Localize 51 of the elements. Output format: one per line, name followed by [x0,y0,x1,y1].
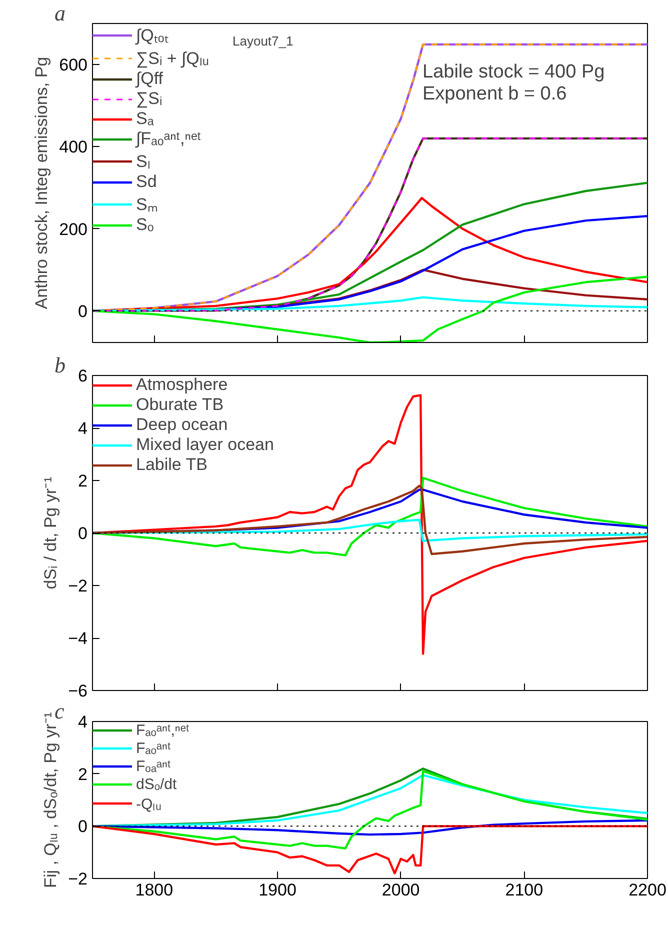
legend-label: Fₒₐᵃⁿᵗ [136,757,171,775]
legend-label: ∫Fₐₒᵃⁿᵗ,ⁿᵉᵗ [136,129,202,149]
line-series [92,296,648,312]
line-series [92,819,648,836]
legend-label: dSₒ/dt [136,775,177,793]
line-series [92,825,648,874]
y-tick-label: 0 [78,302,88,321]
annotation: Layout7_1 [232,34,294,48]
annotation: Labile stock = 400 Pg [422,62,605,82]
y-tick-label: 6 [78,366,88,386]
legend-label: Labile TB [136,455,208,475]
y-axis-title: dSᵢ / dt, Pg yr⁻¹ [41,476,60,590]
annotation: Exponent b = 0.6 [422,84,567,104]
legend-label: Sₗ [136,151,152,172]
x-tick-label: 1900 [258,880,296,900]
x-tick-label: 2100 [505,880,544,900]
line-series [92,394,648,655]
y-tick-label: 2 [78,764,88,784]
legend-label: Sₘ [136,194,158,215]
legend-label: ∫Qₜₒₜ [136,25,168,46]
legend-label: Mixed layer ocean [136,435,274,455]
legend-label: Deep ocean [136,415,228,435]
legend-label: ∫Qff [136,69,164,89]
y-tick-label: 400 [59,138,88,157]
legend-label: ∑Sᵢ + ∫Qₗᵤ [136,48,209,69]
legend-label: Oburate TB [136,395,224,415]
y-tick-label: 0 [78,524,88,543]
legend-label: -Qₗᵤ [136,795,162,813]
y-axis-title: Anthro stock, Integ emissions, Pg [32,56,52,310]
x-tick-label: 2000 [382,880,420,900]
y-tick-label: −6 [68,682,88,700]
legend-label: Fₐₒᵃⁿᵗ [136,739,171,757]
legend-label: Fₐₒᵃⁿᵗ,ⁿᵉᵗ [136,721,190,739]
y-tick-label: 200 [59,220,88,239]
legend-label: Sₐ [136,109,155,129]
y-tick-label: −2 [68,870,88,888]
y-tick-label: −2 [68,576,88,596]
x-tick-label: 1800 [135,880,174,900]
chart-title: a [54,0,66,26]
legend-label: ∑Sᵢ [136,89,162,109]
y-tick-label: −4 [68,629,88,648]
legend-label: Atmosphere [136,375,228,395]
legend-label: Sₒ [136,215,155,235]
chart-title: b [54,352,66,378]
x-tick-label: 2200 [628,880,666,900]
y-tick-label: 4 [78,419,88,438]
y-tick-label: 600 [59,56,88,75]
y-tick-label: 0 [78,817,88,836]
legend-label: Sd [136,172,157,192]
y-tick-label: 4 [78,712,88,732]
y-tick-label: 2 [78,472,88,490]
